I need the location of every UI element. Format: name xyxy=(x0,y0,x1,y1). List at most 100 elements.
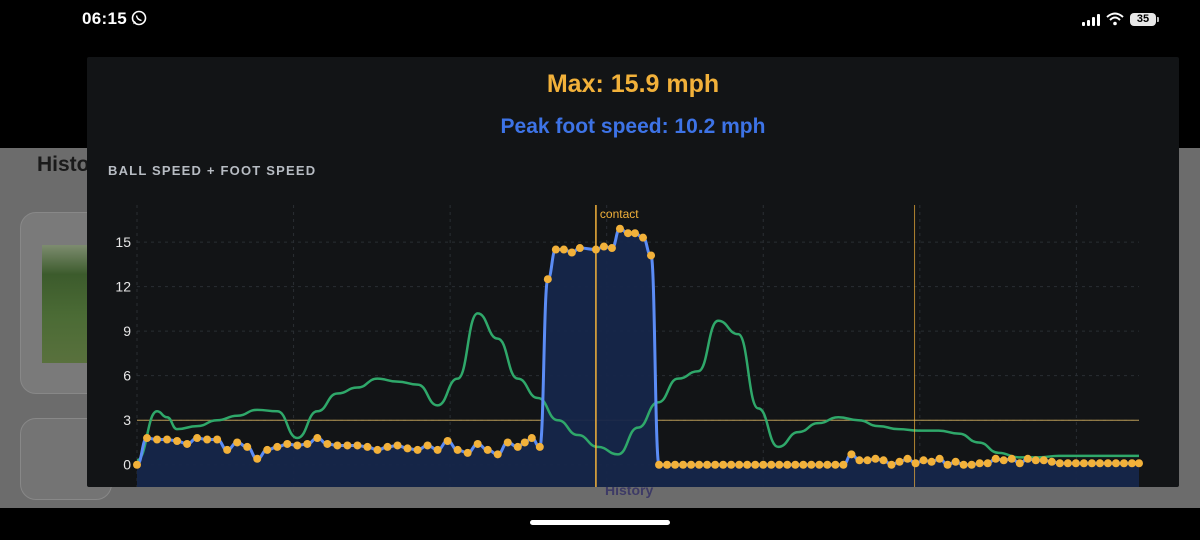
speed-chart: 0 3 6 9 12 15 contact xyxy=(115,205,1143,487)
ball-speed-point xyxy=(719,460,728,469)
ball-speed-point xyxy=(273,442,282,451)
contact-label: contact xyxy=(600,207,639,221)
ball-speed-point xyxy=(735,460,744,469)
ball-speed-point xyxy=(919,456,928,465)
ball-speed-point xyxy=(213,435,222,444)
ball-speed-point xyxy=(1039,456,1048,465)
ball-speed-point xyxy=(647,251,656,260)
ball-speed-point xyxy=(133,460,141,469)
ball-speed-point xyxy=(473,439,482,448)
ball-speed-point xyxy=(143,434,152,443)
ball-speed-point xyxy=(1135,459,1143,468)
ball-speed-point xyxy=(1103,459,1112,468)
ball-speed-point xyxy=(831,460,840,469)
ball-speed-point xyxy=(1055,459,1064,468)
ball-speed-point xyxy=(233,438,242,447)
y-tick-label: 0 xyxy=(123,457,131,473)
max-speed-label: Max: 15.9 mph xyxy=(546,70,720,98)
status-icons: 35 xyxy=(1082,9,1159,29)
ball-speed-point xyxy=(615,224,624,233)
ball-speed-point xyxy=(687,460,696,469)
y-tick-label: 9 xyxy=(123,323,131,339)
ball-speed-point xyxy=(303,439,312,448)
ball-speed-point xyxy=(935,454,944,463)
ball-speed-point xyxy=(911,459,920,468)
ball-speed-point xyxy=(423,441,432,450)
signal-icon xyxy=(1082,13,1100,26)
ball-speed-point xyxy=(791,460,800,469)
ball-speed-area xyxy=(137,228,1139,487)
status-time: 06:15 xyxy=(82,9,127,28)
ball-speed-point xyxy=(223,445,232,454)
ball-speed-point xyxy=(543,275,552,284)
ball-speed-point xyxy=(695,460,704,469)
ball-speed-point xyxy=(353,441,362,450)
background-title: Histo xyxy=(37,153,90,176)
ball-speed-point xyxy=(607,244,616,253)
ball-speed-point xyxy=(1047,457,1056,466)
ball-speed-point xyxy=(333,441,342,450)
ball-speed-point xyxy=(1015,459,1024,468)
ball-speed-point xyxy=(1023,454,1032,463)
ball-speed-point xyxy=(639,233,648,242)
wifi-icon xyxy=(1106,12,1124,26)
ball-speed-point xyxy=(193,434,202,443)
ball-speed-point xyxy=(655,460,664,469)
ball-speed-point xyxy=(679,460,688,469)
ball-speed-point xyxy=(463,448,472,457)
ball-speed-point xyxy=(863,456,872,465)
ball-speed-point xyxy=(743,460,752,469)
ball-speed-point xyxy=(759,460,768,469)
ball-speed-point xyxy=(1119,459,1128,468)
peak-foot-speed-label: Peak foot speed: 10.2 mph xyxy=(500,115,766,138)
ball-speed-point xyxy=(975,459,984,468)
ball-speed-point xyxy=(839,460,848,469)
ball-speed-point xyxy=(1127,459,1136,468)
ball-speed-point xyxy=(403,444,412,453)
ball-speed-point xyxy=(807,460,816,469)
ball-speed-point xyxy=(1007,454,1016,463)
ball-speed-point xyxy=(453,445,462,454)
ball-speed-point xyxy=(513,442,522,451)
ball-speed-point xyxy=(363,442,372,451)
ball-speed-point xyxy=(847,450,856,459)
ball-speed-point xyxy=(703,460,712,469)
ball-speed-point xyxy=(1079,459,1088,468)
ball-speed-point xyxy=(823,460,832,469)
ball-speed-point xyxy=(503,438,512,447)
ball-speed-point xyxy=(815,460,824,469)
ball-speed-point xyxy=(959,460,968,469)
ball-speed-point xyxy=(591,245,600,254)
ball-speed-point xyxy=(313,434,322,443)
ball-speed-point xyxy=(153,435,162,444)
ball-speed-point xyxy=(943,460,952,469)
ball-speed-point xyxy=(1071,459,1080,468)
ball-speed-point xyxy=(951,457,960,466)
ball-speed-point xyxy=(263,445,272,454)
ball-speed-point xyxy=(393,441,402,450)
ball-speed-point xyxy=(383,442,392,451)
ball-speed-point xyxy=(783,460,792,469)
home-indicator[interactable] xyxy=(530,520,670,525)
ball-speed-point xyxy=(567,248,576,257)
ball-speed-point xyxy=(283,439,292,448)
status-bar: 06:15 35 xyxy=(0,0,1200,40)
ball-speed-point xyxy=(871,454,880,463)
whatsapp-icon xyxy=(131,10,147,26)
ball-speed-point xyxy=(373,445,382,454)
ball-speed-point xyxy=(895,457,904,466)
ball-speed-point xyxy=(855,456,864,465)
ball-speed-point xyxy=(903,454,912,463)
ball-speed-point xyxy=(967,460,976,469)
ball-speed-point xyxy=(927,457,936,466)
ball-speed-point xyxy=(983,459,992,468)
ball-speed-point xyxy=(1031,456,1040,465)
y-tick-label: 15 xyxy=(115,234,131,250)
ball-speed-point xyxy=(527,434,536,443)
y-tick-label: 6 xyxy=(123,368,131,384)
ball-speed-point xyxy=(183,439,192,448)
ball-speed-point xyxy=(293,441,302,450)
ball-speed-point xyxy=(551,245,560,254)
y-tick-label: 12 xyxy=(115,279,131,295)
ball-speed-point xyxy=(599,242,608,251)
